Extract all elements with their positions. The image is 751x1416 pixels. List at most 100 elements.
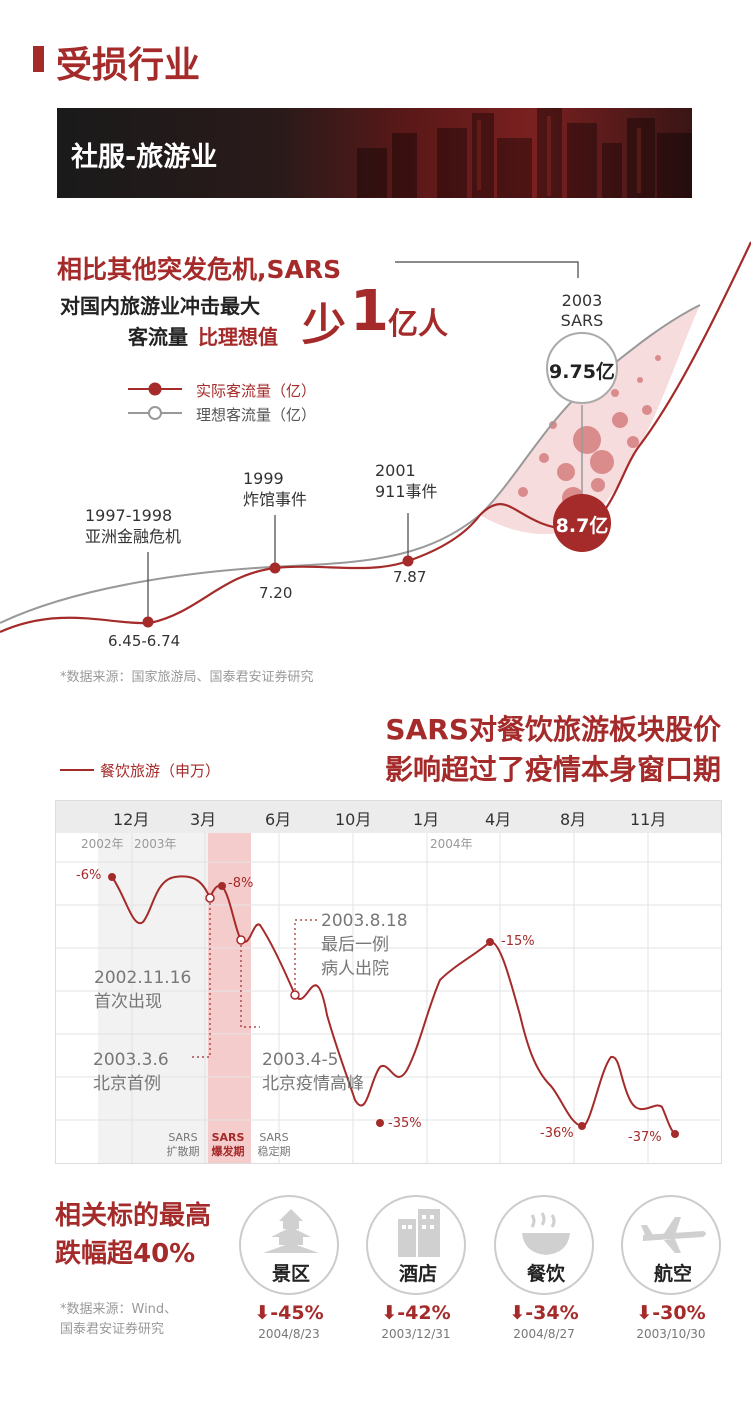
event-beijing-peak: 2003.4-5 北京疫情高峰	[262, 1048, 364, 1096]
annot-1999-year: 1999	[243, 469, 284, 488]
stocks-title-line1: SARS对餐饮旅游板块股价	[385, 713, 721, 746]
date-scenic: 2004/8/23	[258, 1327, 320, 1341]
ideal-2003-bubble	[546, 332, 618, 404]
event-beijing-first-date: 2003.3.6	[93, 1050, 169, 1070]
bottom-title-line2: 跌幅超40%	[55, 1239, 196, 1269]
year-label-2004: 2004年	[430, 837, 473, 851]
headline-big-a: 少	[302, 300, 346, 351]
event-first-case-text: 首次出现	[94, 992, 162, 1012]
point-1999	[269, 562, 281, 574]
actual-2003-value: 8.7亿	[555, 515, 609, 537]
annot-2001-year: 2001	[375, 461, 416, 480]
event-last-case: 2003.8.18 最后一例 病人出院	[321, 909, 408, 981]
pct-aviation-value: -30%	[652, 1302, 706, 1324]
ideal-series-line	[0, 304, 701, 624]
phase-spread-l2: 扩散期	[166, 1145, 200, 1158]
date-hotel: 2003/12/31	[381, 1327, 451, 1341]
category-catering-label: 餐饮	[526, 1263, 565, 1285]
category-scenic-label: 景区	[271, 1263, 310, 1285]
date-aviation: 2003/10/30	[636, 1327, 706, 1341]
annot-2001-event: 911事件	[375, 482, 438, 501]
tick-month-11: 11月	[630, 810, 667, 829]
title-accent-bar	[33, 46, 44, 72]
annot-1997: 1997-1998 亚洲金融危机	[85, 505, 181, 547]
actual-series-line	[0, 241, 751, 634]
phase-stable: SARS 稳定期	[252, 1131, 296, 1159]
year-label-2003: 2003年	[134, 837, 177, 851]
actual-2003-bubble	[553, 494, 611, 552]
section-banner: 社服-旅游业	[57, 108, 692, 198]
headline-big-b: 1	[350, 279, 389, 344]
point-label-a: -6%	[76, 868, 102, 883]
source-note-2-line2: 国泰君安证券研究	[60, 1322, 165, 1337]
point-label-e: -36%	[540, 1126, 574, 1141]
phase-outbreak-l1: SARS	[211, 1131, 245, 1144]
event-last-case-date: 2003.8.18	[321, 911, 408, 931]
tick-month-8: 8月	[560, 810, 587, 829]
value-1999: 7.20	[259, 584, 293, 602]
category-aviation-label: 航空	[653, 1263, 692, 1285]
point-label-d: -15%	[501, 934, 535, 949]
headline-line3-prefix: 客流量	[128, 325, 188, 349]
source-note-2-line1: *数据来源：Wind、	[60, 1302, 178, 1317]
month-axis-band	[55, 800, 722, 833]
hotel-icon	[398, 1209, 440, 1257]
tick-month-1: 1月	[413, 810, 440, 829]
category-hotel-label: 酒店	[398, 1263, 437, 1285]
banner-label: 社服-旅游业	[71, 142, 218, 173]
year-label-2002: 2002年	[81, 837, 124, 851]
bowl-icon	[522, 1212, 570, 1255]
pct-catering-value: -34%	[525, 1302, 579, 1324]
phase-spread-l1: SARS	[168, 1131, 198, 1144]
source-note-1: *数据来源：国家旅游局、国泰君安证券研究	[60, 670, 314, 685]
page-title: 受损行业	[56, 45, 201, 86]
phase-stable-l1: SARS	[259, 1131, 289, 1144]
pct-catering: ⬇-34%	[509, 1302, 579, 1324]
event-beijing-peak-date: 2003.4-5	[262, 1050, 339, 1070]
annot-2003: 2003 SARS	[556, 291, 608, 331]
legend-ideal: 理想客流量（亿）	[196, 406, 317, 424]
gap-bubbles	[518, 355, 661, 509]
point-1997	[142, 616, 154, 628]
annot-1997-year: 1997-1998	[85, 506, 173, 525]
event-beijing-first-text: 北京首例	[93, 1074, 161, 1094]
pct-scenic: ⬇-45%	[254, 1302, 324, 1324]
value-2001: 7.87	[393, 568, 427, 586]
city-skyline-image	[357, 108, 692, 198]
tourism-flow-chart	[0, 241, 751, 634]
category-catering: 餐饮	[494, 1195, 594, 1295]
annot-2001: 2001 911事件	[375, 460, 438, 502]
ideal-2003-value: 9.75亿	[549, 361, 615, 383]
event-beijing-first: 2003.3.6 北京首例	[93, 1048, 169, 1096]
annot-2003-event: SARS	[560, 311, 604, 330]
point-label-f: -37%	[628, 1130, 662, 1145]
bottom-title-line1: 相关标的最高	[55, 1201, 212, 1231]
tick-month-6: 6月	[265, 810, 292, 829]
headline-big-c: 亿人	[388, 307, 448, 342]
tick-month-4: 4月	[485, 810, 512, 829]
annot-2003-year: 2003	[561, 291, 603, 310]
pct-scenic-value: -45%	[270, 1302, 324, 1324]
point-label-c: -35%	[388, 1116, 422, 1131]
headline-line2: 对国内旅游业冲击最大	[60, 294, 260, 318]
pct-aviation: ⬇-30%	[636, 1302, 706, 1324]
category-aviation: 航空	[621, 1195, 721, 1295]
event-first-case-date: 2002.11.16	[94, 968, 192, 988]
point-2001	[402, 555, 414, 567]
legend2-label: 餐饮旅游（申万）	[100, 762, 221, 780]
value-1997: 6.45-6.74	[108, 632, 181, 650]
event-last-case-text1: 最后一例	[321, 935, 389, 955]
stock-series-line	[111, 875, 676, 1135]
event-beijing-peak-text: 北京疫情高峰	[262, 1074, 364, 1094]
phase-spread-shade	[98, 833, 208, 1163]
point-label-b: -8%	[228, 876, 254, 891]
stocks-title-line2: 影响超过了疫情本身窗口期	[384, 753, 721, 786]
event-last-case-text2: 病人出院	[321, 959, 389, 979]
annot-1997-event: 亚洲金融危机	[85, 527, 182, 546]
airplane-icon	[641, 1217, 706, 1253]
annot-1999-event: 炸馆事件	[243, 490, 308, 509]
headline-line1: 相比其他突发危机,SARS	[57, 255, 342, 284]
legend-actual: 实际客流量（亿）	[196, 382, 317, 400]
category-scenic: 景区	[239, 1195, 339, 1295]
annot-1999: 1999 炸馆事件	[243, 468, 307, 510]
